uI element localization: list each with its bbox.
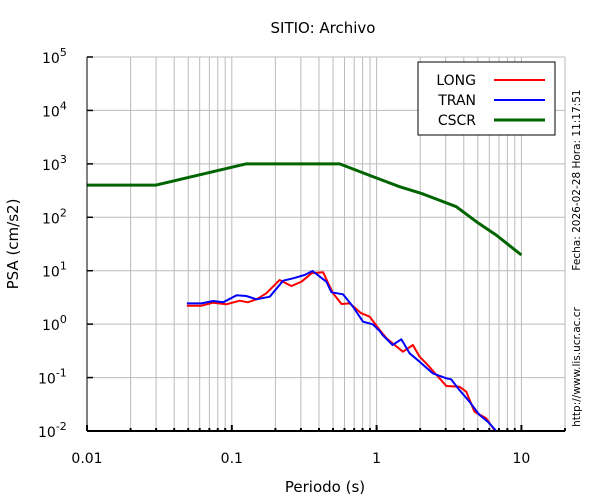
y-tick-base: 10 [42, 104, 60, 120]
series-lines [87, 162, 523, 432]
legend-label-cscr: CSCR [438, 113, 476, 129]
legend-label-tran: TRAN [437, 93, 476, 109]
x-tick-labels: 0.01 0.1 1 10 [71, 451, 530, 467]
series-line-tran [186, 270, 497, 432]
url-text: http://www.lis.ucr.ac.cr [571, 306, 583, 426]
y-tick-base: 10 [42, 265, 60, 281]
grid [86, 56, 566, 432]
x-axis-label: Periodo (s) [285, 478, 365, 496]
y-tick-base: 10 [42, 158, 60, 174]
y-tick-exponent: -1 [56, 367, 67, 380]
y-tick-base: 10 [42, 318, 60, 334]
legend-label-long: LONG [436, 73, 476, 89]
x-tick-label: 0.01 [71, 451, 102, 467]
legend-box [417, 61, 556, 136]
y-tick-base: 10 [42, 211, 60, 227]
y-tick-label: 104 [42, 99, 67, 120]
axes [86, 56, 566, 432]
x-tick-label: 10 [512, 451, 530, 467]
legend: LONG TRAN CSCR [417, 61, 556, 136]
y-tick-exponent: 2 [60, 206, 67, 219]
y-tick-base: 10 [42, 51, 60, 67]
y-tick-exponent: -2 [56, 420, 67, 433]
y-tick-base: 10 [38, 372, 56, 388]
y-tick-exponent: 0 [60, 313, 67, 326]
y-tick-exponent: 5 [60, 46, 67, 59]
y-tick-exponent: 4 [60, 99, 67, 112]
series-line-cscr [87, 162, 523, 257]
y-tick-exponent: 3 [60, 153, 67, 166]
y-tick-label: 10-2 [38, 420, 67, 441]
y-tick-label: 105 [42, 46, 67, 67]
chart-title: SITIO: Archivo [271, 19, 376, 37]
y-tick-label: 10-1 [38, 367, 67, 388]
y-tick-exponent: 1 [60, 260, 67, 273]
y-tick-label: 102 [42, 206, 67, 227]
date-time-stamp: Fecha: 2026-02-28 Hora: 11:17:51 [571, 89, 583, 270]
y-tick-label: 100 [42, 313, 67, 334]
y-tick-label: 103 [42, 153, 67, 174]
series-line-long [186, 271, 496, 431]
y-tick-label: 101 [42, 260, 67, 281]
x-tick-label: 0.1 [221, 451, 243, 467]
y-axis-label: PSA (cm/s2) [4, 199, 22, 290]
y-tick-base: 10 [38, 425, 56, 441]
x-tick-label: 1 [372, 451, 381, 467]
